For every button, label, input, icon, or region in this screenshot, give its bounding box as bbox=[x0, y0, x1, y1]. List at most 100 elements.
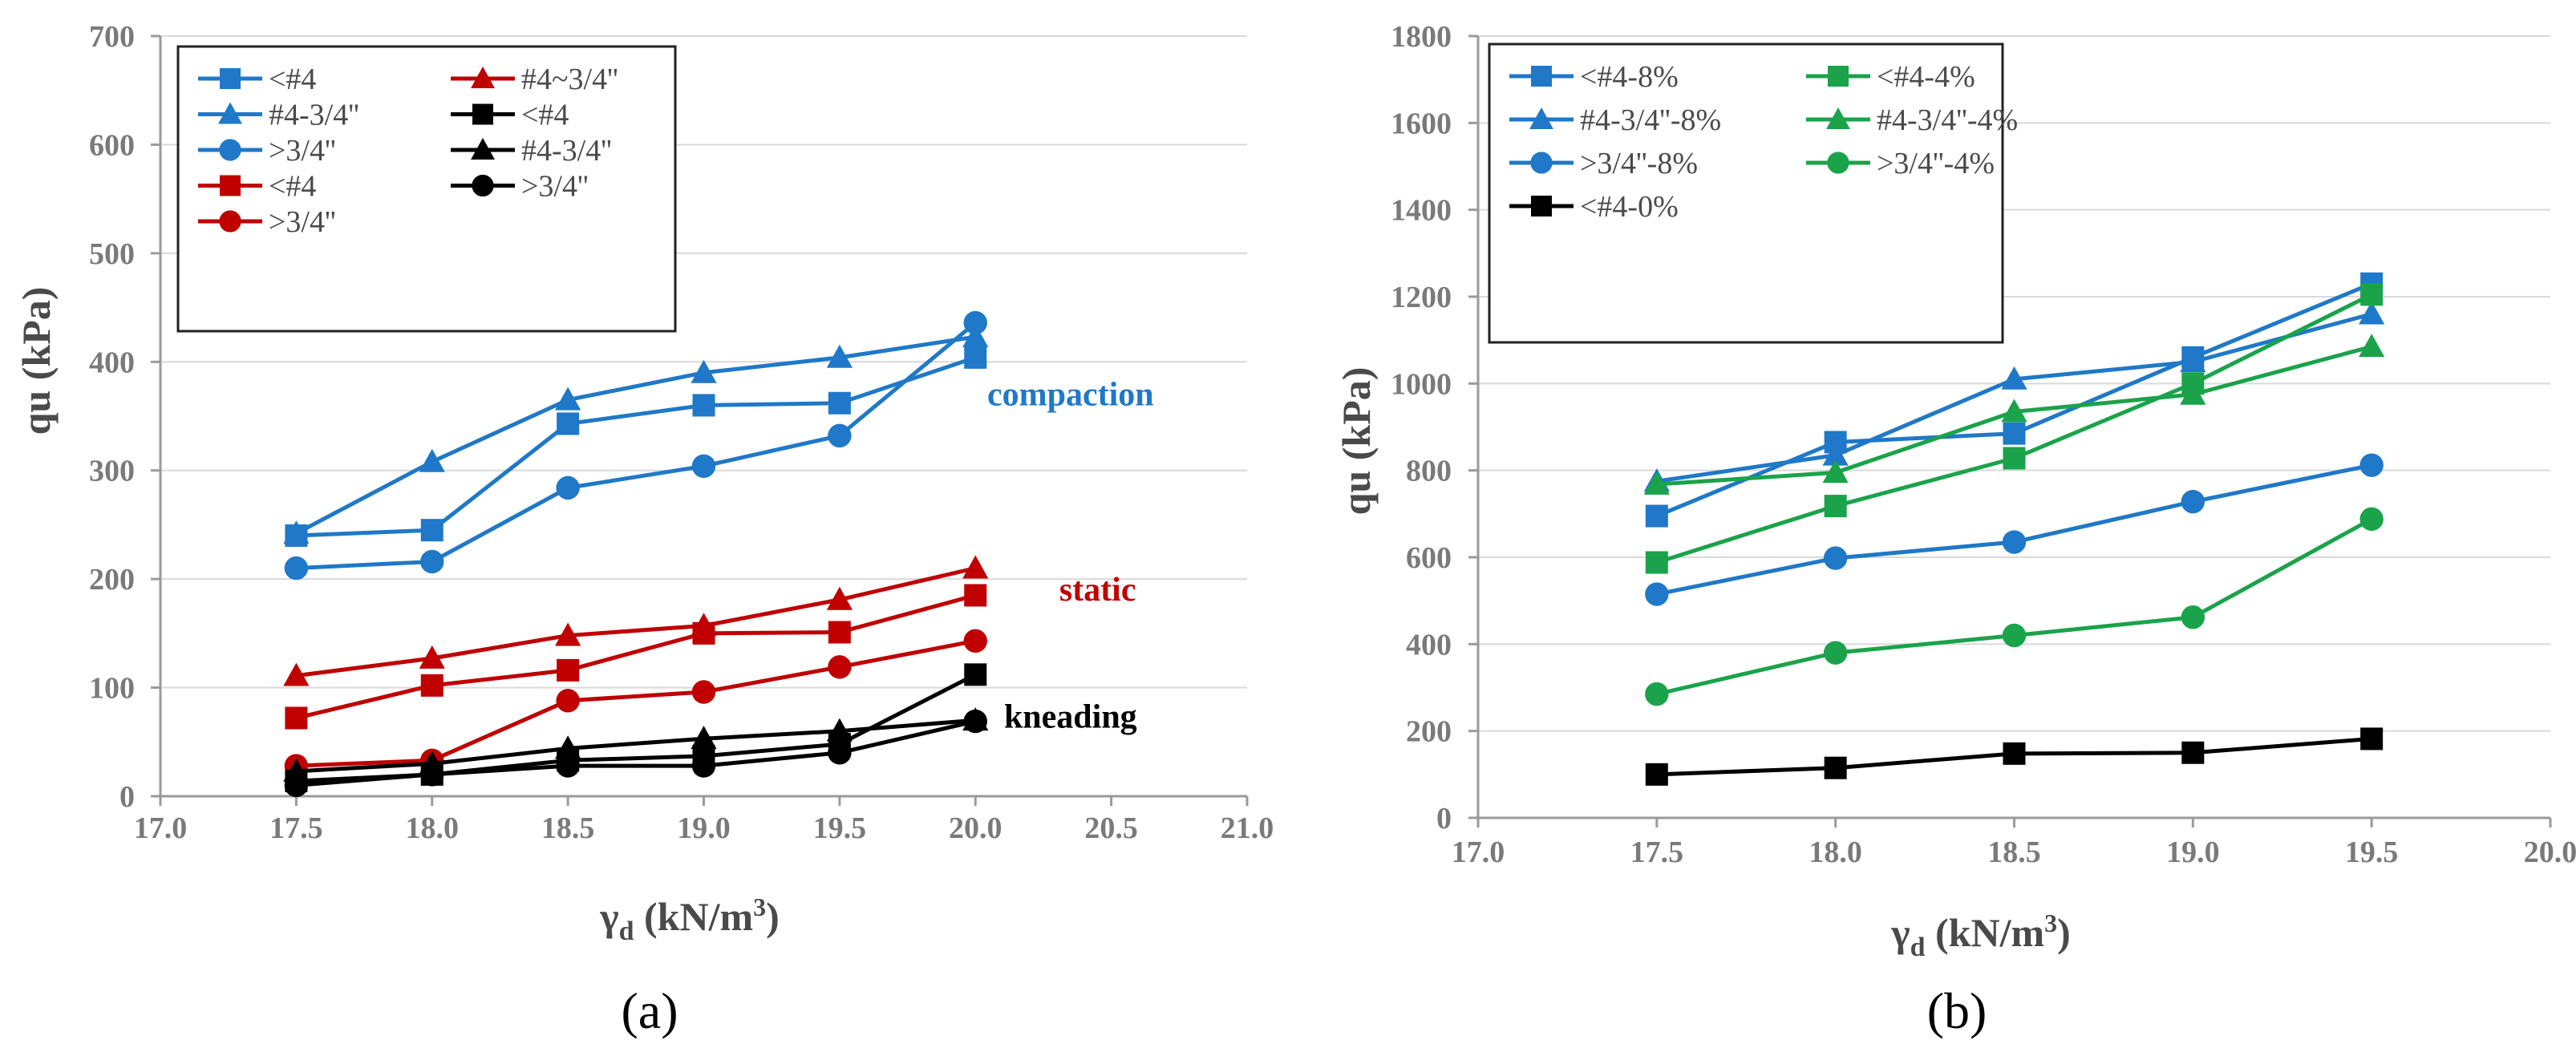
series-line bbox=[296, 719, 976, 787]
legend-swatch-marker bbox=[1529, 107, 1553, 129]
legend-label: >3/4'' bbox=[269, 205, 336, 239]
data-point bbox=[557, 412, 580, 435]
series-static-ltno4 bbox=[285, 584, 987, 730]
data-point bbox=[2001, 399, 2027, 423]
data-point bbox=[283, 662, 310, 686]
data-point bbox=[555, 386, 581, 411]
data-point bbox=[962, 555, 989, 579]
data-point bbox=[420, 519, 444, 542]
legend-item-no4-3-4: #4-3/4'' bbox=[451, 134, 612, 168]
data-point bbox=[2002, 530, 2027, 554]
y-tick-label: 600 bbox=[89, 128, 135, 162]
series-line bbox=[296, 355, 977, 538]
data-point bbox=[964, 663, 987, 686]
data-point bbox=[691, 454, 716, 478]
legend-item-ltno4-4: <#4-4% bbox=[1806, 60, 1975, 94]
data-point bbox=[1822, 459, 1849, 484]
data-point bbox=[284, 556, 309, 581]
x-tick-label: 21.0 bbox=[1221, 811, 1274, 845]
data-point bbox=[2180, 381, 2206, 405]
legend-swatch-marker bbox=[1828, 66, 1849, 87]
x-tick-label: 18.0 bbox=[1808, 836, 1862, 869]
data-point bbox=[2359, 301, 2385, 325]
y-tick-label: 400 bbox=[1406, 628, 1452, 662]
x-tick-label: 19.0 bbox=[677, 811, 731, 845]
x-tick-label: 18.5 bbox=[541, 811, 595, 845]
data-point bbox=[828, 391, 851, 415]
legend-label: >3/4'' bbox=[269, 134, 336, 168]
data-point bbox=[1645, 763, 1668, 786]
legend-label: #4-3/4''-8% bbox=[1580, 103, 1721, 137]
legend-item-ltno4-8: <#4-8% bbox=[1509, 60, 1679, 94]
legend-box bbox=[1488, 42, 2004, 344]
legend-item-no4-3-4: #4-3/4'' bbox=[198, 99, 359, 132]
series-ltno4-0 bbox=[1645, 727, 2384, 786]
data-point bbox=[555, 622, 581, 646]
data-point bbox=[420, 549, 444, 574]
legend-label: #4-3/4'' bbox=[269, 99, 359, 132]
data-point bbox=[1824, 495, 1847, 518]
data-point bbox=[2181, 605, 2205, 629]
legend-swatch-marker bbox=[1531, 66, 1552, 87]
data-point bbox=[963, 310, 987, 335]
x-tick-label: 17.5 bbox=[1630, 836, 1684, 869]
y-axis-title-a: qu (kPa) bbox=[14, 287, 59, 435]
x-tick-label: 20.0 bbox=[2524, 836, 2576, 869]
data-point bbox=[556, 475, 580, 500]
data-point bbox=[1823, 546, 1848, 570]
data-point bbox=[691, 726, 717, 750]
y-tick-label: 1400 bbox=[1391, 194, 1452, 228]
y-tick-label: 400 bbox=[89, 346, 135, 379]
legend-swatch-marker bbox=[1827, 152, 1849, 174]
legend-swatch-marker bbox=[471, 67, 495, 88]
y-tick-label: 700 bbox=[89, 20, 135, 54]
y-tick-label: 0 bbox=[1436, 802, 1452, 836]
data-point bbox=[1823, 641, 1848, 665]
x-axis-title-a: γd (kN/m3) bbox=[599, 892, 780, 946]
series-line bbox=[296, 566, 976, 678]
data-point bbox=[2003, 447, 2026, 470]
legend-item-gt3-4-8: >3/4''-8% bbox=[1509, 147, 1698, 180]
y-tick-label: 800 bbox=[1406, 455, 1452, 488]
x-tick-label: 17.0 bbox=[134, 811, 188, 845]
data-point bbox=[2003, 422, 2026, 445]
axes-a bbox=[151, 34, 1249, 806]
series-compaction-no4-3-4 bbox=[283, 324, 989, 544]
legend-label: <#4 bbox=[521, 99, 569, 132]
legend-label: <#4-4% bbox=[1877, 60, 1975, 94]
data-point bbox=[691, 754, 716, 778]
panel-label-a: (a) bbox=[621, 982, 678, 1039]
chart-panel-b: 17.0 17.5 18.0 18.5 19.0 19.5 20.0 0 200 400 600 8… bbox=[1334, 20, 2576, 1039]
legend-label: >3/4''-8% bbox=[1580, 147, 1698, 180]
data-point bbox=[2003, 742, 2026, 765]
series-no4-3-4-4 bbox=[1643, 334, 2385, 495]
data-point bbox=[2001, 366, 2027, 390]
data-point bbox=[828, 621, 851, 644]
data-point bbox=[284, 773, 309, 798]
legend-swatch-marker bbox=[218, 102, 242, 124]
data-point bbox=[556, 754, 580, 778]
x-tick-label: 19.5 bbox=[813, 811, 867, 845]
x-tick-labels-b: 17.0 17.5 18.0 18.5 19.0 19.5 20.0 bbox=[1452, 836, 2576, 869]
series-group-b bbox=[1643, 272, 2385, 786]
data-point bbox=[1822, 442, 1849, 466]
legend-item-no4-3-4: #4~3/4'' bbox=[451, 63, 618, 96]
data-point bbox=[419, 448, 445, 472]
data-point bbox=[556, 689, 580, 713]
chart-panel-a: 17.0 17.5 18.0 18.5 19.0 19.5 20.0 20.5 21.0 0 10… bbox=[14, 20, 1274, 1039]
data-point bbox=[826, 344, 853, 368]
data-point bbox=[2181, 741, 2205, 764]
series-static-no4-3-4 bbox=[283, 555, 989, 686]
legend-item-no4-3-4-8: #4-3/4''-8% bbox=[1509, 103, 1721, 137]
legend-swatch-marker bbox=[220, 175, 241, 196]
data-point bbox=[1645, 551, 1668, 574]
x-tick-label: 17.0 bbox=[1452, 836, 1505, 869]
series-line bbox=[296, 718, 976, 774]
y-tick-label: 1200 bbox=[1391, 281, 1452, 314]
x-tick-label: 18.5 bbox=[1987, 836, 2041, 869]
data-point bbox=[2181, 489, 2205, 514]
data-point bbox=[691, 613, 717, 637]
legend-label: #4-3/4''-4% bbox=[1877, 103, 2018, 137]
series-line bbox=[296, 321, 977, 571]
